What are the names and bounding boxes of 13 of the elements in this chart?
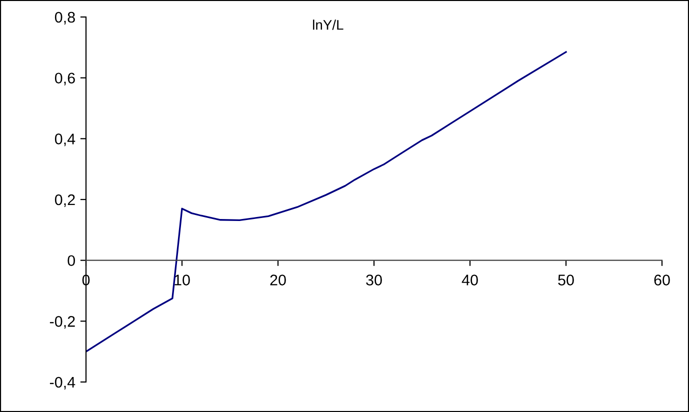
y-tick-label: -0,4	[50, 376, 76, 390]
x-tick-label: 60	[654, 274, 670, 286]
y-tick-label: 0	[68, 255, 75, 266]
x-tick-label: 40	[462, 274, 478, 286]
y-tick-label: 0,2	[54, 194, 75, 207]
y-tick-label: -0,2	[50, 316, 75, 329]
y-tick-label: 0,6	[54, 72, 75, 86]
x-tick-label: 50	[558, 274, 574, 286]
y-tick-label: 0,8	[54, 12, 75, 24]
chart-title: lnY/L	[313, 20, 344, 30]
y-tick-label: 0,4	[54, 134, 76, 146]
x-tick-label: 20	[270, 274, 286, 286]
x-tick-label: 30	[366, 274, 382, 286]
